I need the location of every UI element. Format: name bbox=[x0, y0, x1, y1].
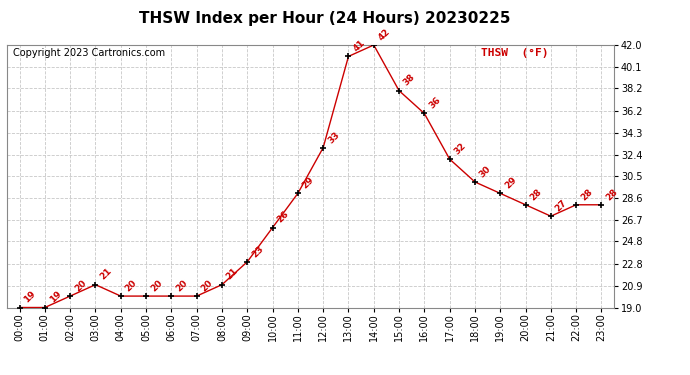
Text: 26: 26 bbox=[275, 210, 290, 225]
Text: 20: 20 bbox=[199, 278, 215, 293]
Text: 19: 19 bbox=[22, 290, 38, 305]
Text: 32: 32 bbox=[453, 141, 468, 156]
Text: 38: 38 bbox=[402, 73, 417, 88]
Text: Copyright 2023 Cartronics.com: Copyright 2023 Cartronics.com bbox=[13, 48, 165, 58]
Text: 36: 36 bbox=[427, 96, 442, 111]
Text: 21: 21 bbox=[98, 267, 113, 282]
Text: 20: 20 bbox=[174, 278, 189, 293]
Text: 20: 20 bbox=[73, 278, 88, 293]
Text: 28: 28 bbox=[529, 187, 544, 202]
Text: 28: 28 bbox=[579, 187, 594, 202]
Text: 29: 29 bbox=[301, 175, 316, 190]
Text: 30: 30 bbox=[477, 164, 493, 179]
Text: 27: 27 bbox=[553, 198, 569, 213]
Text: 20: 20 bbox=[149, 278, 164, 293]
Text: 20: 20 bbox=[124, 278, 139, 293]
Text: 41: 41 bbox=[351, 38, 366, 54]
Text: 29: 29 bbox=[503, 175, 518, 190]
Text: 42: 42 bbox=[377, 27, 392, 42]
Text: 23: 23 bbox=[250, 244, 265, 259]
Text: 19: 19 bbox=[48, 290, 63, 305]
Text: THSW Index per Hour (24 Hours) 20230225: THSW Index per Hour (24 Hours) 20230225 bbox=[139, 11, 510, 26]
Text: THSW  (°F): THSW (°F) bbox=[480, 48, 548, 58]
Text: 28: 28 bbox=[604, 187, 620, 202]
Text: 21: 21 bbox=[225, 267, 240, 282]
Text: 33: 33 bbox=[326, 130, 341, 145]
